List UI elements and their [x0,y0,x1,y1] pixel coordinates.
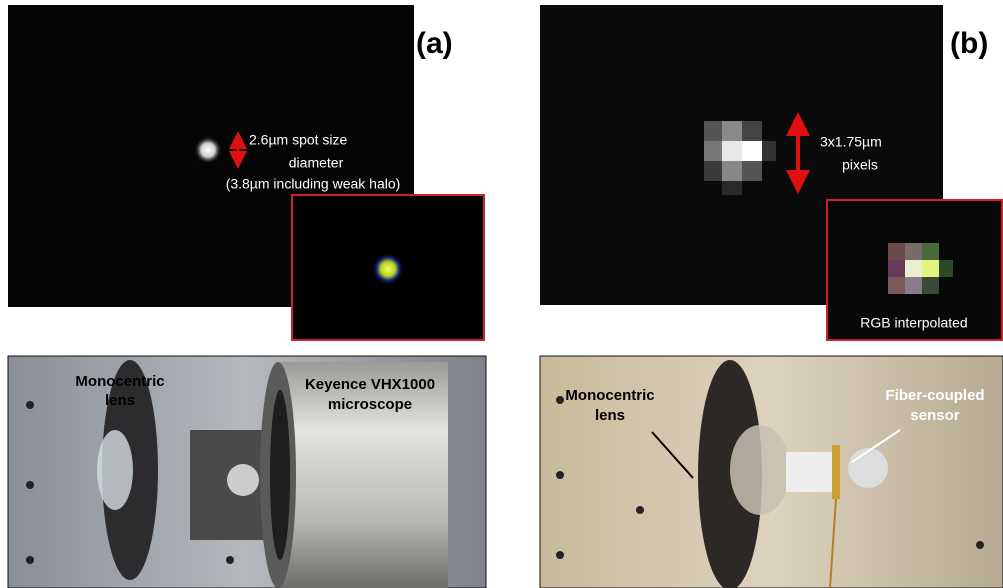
annotation: 2.6µm spot size [249,132,348,148]
photo-label: Monocentric [565,387,654,404]
annotation: pixels [842,157,878,173]
photo-label: microscope [328,396,412,413]
photo-label: Keyence VHX1000 [305,376,435,393]
figure: 2.6µm spot size diameter (3.8µm includin… [0,0,1003,588]
spot [372,253,404,285]
panel-label: (a) [416,27,453,60]
inset-caption: RGB interpolated [860,315,967,331]
photo-b: Monocentric lens Fiber-coupled sensor [540,356,1003,588]
photo-label: lens [595,407,625,424]
photo-a: Monocentric lens Keyence VHX1000 microsc… [8,356,486,588]
spot [194,136,222,164]
annotation: diameter [289,155,344,171]
photo-label: sensor [910,407,959,424]
photo-label: lens [105,392,135,409]
annotation: 3x1.75µm [820,134,882,150]
panel-label: (b) [950,27,988,60]
photo-label: Monocentric [75,373,164,390]
photo-label: Fiber-coupled [885,387,984,404]
annotation: (3.8µm including weak halo) [226,176,401,192]
panel-a: 2.6µm spot size diameter (3.8µm includin… [8,5,484,340]
panel-b: 3x1.75µm pixels RGB interpolated (b) [540,5,1002,340]
